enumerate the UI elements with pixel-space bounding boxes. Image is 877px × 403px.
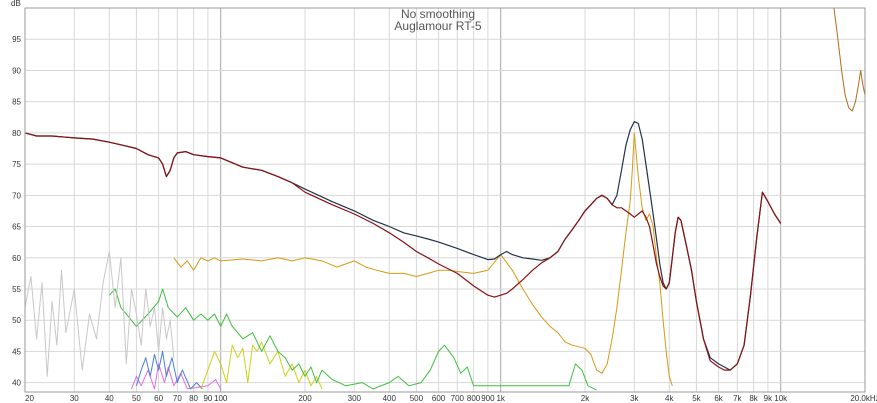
chart-title: No smoothing xyxy=(401,7,475,21)
x-tick-label: 70 xyxy=(173,394,182,403)
y-tick-label: 90 xyxy=(12,66,21,75)
x-tick-label: 20.0kHz xyxy=(850,394,877,403)
x-tick-label: 6k xyxy=(714,394,723,403)
x-tick-label: 100 xyxy=(214,394,228,403)
x-axis-ticks: 20 30 40 50 60 70 80 90 100 200 300 400 500 600 700 800… xyxy=(25,394,877,403)
chart-subtitle: Auglamour RT-5 xyxy=(394,19,481,33)
x-tick-label: 4k xyxy=(665,394,674,403)
series-line-6 xyxy=(833,8,865,112)
x-tick-label: 5k xyxy=(692,394,701,403)
x-tick-label: 200 xyxy=(298,394,312,403)
y-axis-ticks: 40 45 50 55 60 65 70 75 80 85 90 95 xyxy=(12,35,21,387)
y-tick-label: 85 xyxy=(12,98,21,107)
x-tick-label: 7k xyxy=(733,394,742,403)
series-line-2 xyxy=(135,350,203,390)
y-tick-label: 65 xyxy=(12,223,21,232)
y-unit-label: dB xyxy=(11,0,21,8)
series-line-3 xyxy=(200,341,323,390)
x-tick-label: 9k xyxy=(764,394,773,403)
x-tick-label: 30 xyxy=(70,394,79,403)
x-tick-label: 400 xyxy=(383,394,397,403)
x-tick-label: 600 xyxy=(432,394,446,403)
grid xyxy=(24,8,866,392)
y-tick-label: 50 xyxy=(12,316,21,325)
y-tick-label: 55 xyxy=(12,285,21,294)
x-tick-label: 40 xyxy=(105,394,114,403)
series-line-5 xyxy=(173,132,673,386)
y-tick-label: 80 xyxy=(12,129,21,138)
x-tick-label: 90 xyxy=(203,394,212,403)
series-line-7 xyxy=(25,251,175,377)
y-tick-label: 70 xyxy=(12,191,21,200)
plot-frame xyxy=(24,7,866,393)
y-tick-label: 95 xyxy=(12,35,21,44)
x-tick-label: 50 xyxy=(132,394,141,403)
x-tick-label: 900 xyxy=(481,394,495,403)
x-tick-label: 500 xyxy=(410,394,424,403)
x-tick-label: 80 xyxy=(189,394,198,403)
x-tick-label: 300 xyxy=(348,394,362,403)
x-tick-label: 8k xyxy=(749,394,758,403)
series-group xyxy=(25,8,865,391)
x-tick-label: 60 xyxy=(154,394,163,403)
x-tick-label: 3k xyxy=(630,394,639,403)
x-tick-label: 1k xyxy=(496,394,505,403)
y-tick-label: 45 xyxy=(12,347,21,356)
x-tick-label: 2k xyxy=(581,394,590,403)
x-tick-label: 10k xyxy=(774,394,788,403)
y-tick-label: 60 xyxy=(12,254,21,263)
series-line-4 xyxy=(108,288,597,391)
x-tick-label: 700 xyxy=(451,394,465,403)
series-line-9 xyxy=(25,132,782,371)
x-tick-label: 800 xyxy=(467,394,481,403)
y-tick-label: 40 xyxy=(12,379,21,388)
x-tick-label: 20 xyxy=(25,394,34,403)
y-tick-label: 75 xyxy=(12,160,21,169)
